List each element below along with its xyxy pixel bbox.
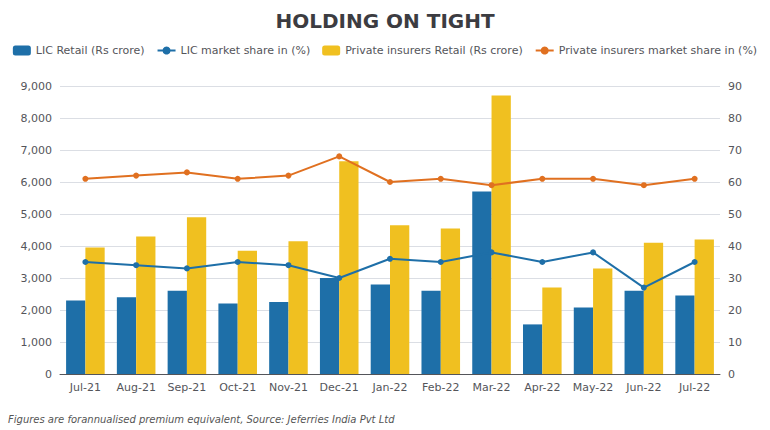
svg-text:Dec-21: Dec-21 — [320, 381, 359, 394]
svg-text:Figures are forannualised prem: Figures are forannualised premium equiva… — [8, 414, 395, 425]
svg-text:Aug-21: Aug-21 — [116, 381, 155, 394]
svg-text:9,000: 9,000 — [21, 80, 53, 93]
svg-text:10: 10 — [728, 336, 742, 349]
svg-text:70: 70 — [728, 144, 742, 157]
svg-text:0: 0 — [45, 368, 52, 381]
svg-text:Jul-22: Jul-22 — [678, 381, 710, 394]
svg-text:1,000: 1,000 — [21, 336, 53, 349]
svg-text:20: 20 — [728, 304, 742, 317]
svg-text:40: 40 — [728, 240, 742, 253]
svg-text:6,000: 6,000 — [21, 176, 53, 189]
svg-text:Sep-21: Sep-21 — [168, 381, 207, 394]
svg-text:Jun-22: Jun-22 — [625, 381, 661, 394]
svg-text:2,000: 2,000 — [21, 304, 53, 317]
svg-text:Private insurers Retail (Rs cr: Private insurers Retail (Rs crore) — [345, 44, 523, 57]
svg-text:Nov-21: Nov-21 — [269, 381, 308, 394]
svg-text:50: 50 — [728, 208, 742, 221]
svg-text:60: 60 — [728, 176, 742, 189]
svg-text:LIC Retail (Rs crore): LIC Retail (Rs crore) — [36, 44, 145, 57]
svg-text:8,000: 8,000 — [21, 112, 53, 125]
svg-text:Oct-21: Oct-21 — [219, 381, 256, 394]
svg-text:Mar-22: Mar-22 — [473, 381, 511, 394]
svg-text:90: 90 — [728, 80, 742, 93]
svg-text:LIC market share in (%): LIC market share in (%) — [181, 44, 311, 57]
svg-text:Jan-22: Jan-22 — [372, 381, 408, 394]
svg-text:HOLDING ON TIGHT: HOLDING ON TIGHT — [275, 9, 495, 33]
svg-text:5,000: 5,000 — [21, 208, 53, 221]
svg-text:7,000: 7,000 — [21, 144, 53, 157]
svg-text:Jul-21: Jul-21 — [69, 381, 101, 394]
svg-text:Apr-22: Apr-22 — [524, 381, 560, 394]
svg-text:May-22: May-22 — [573, 381, 614, 394]
svg-text:Feb-22: Feb-22 — [422, 381, 459, 394]
svg-text:0: 0 — [728, 368, 735, 381]
svg-text:4,000: 4,000 — [21, 240, 53, 253]
svg-text:80: 80 — [728, 112, 742, 125]
svg-text:3,000: 3,000 — [21, 272, 53, 285]
svg-text:30: 30 — [728, 272, 742, 285]
svg-text:Private insurers market share: Private insurers market share in (%) — [559, 44, 757, 57]
